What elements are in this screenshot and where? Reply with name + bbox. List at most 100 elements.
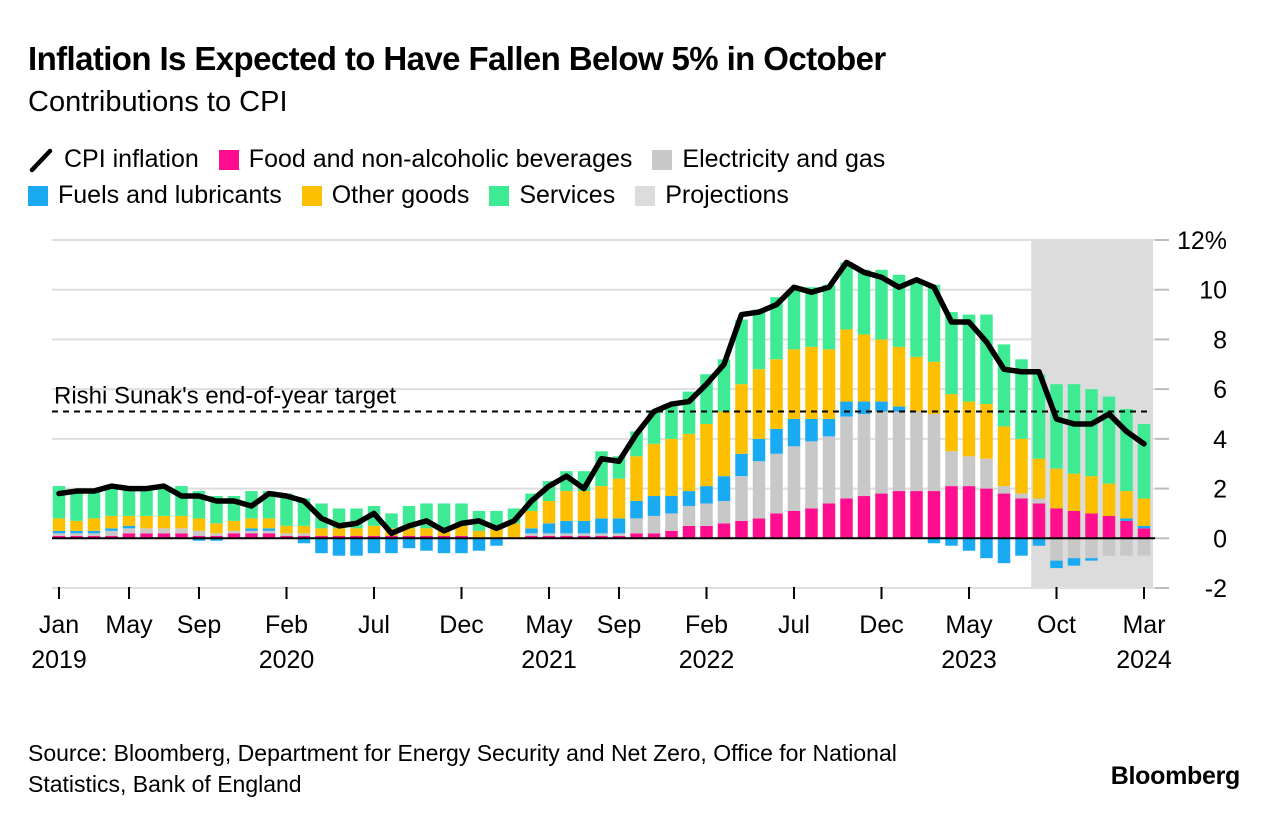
- legend-item-food: Food and non-alcoholic beverages: [218, 145, 632, 174]
- bar-segment: [210, 533, 223, 536]
- bar-segment: [1032, 498, 1046, 504]
- bar-segment: [140, 486, 153, 516]
- bar-segment: [682, 433, 696, 492]
- bar-segment: [1137, 538, 1151, 556]
- bar-segment: [455, 525, 468, 536]
- bar-segment: [805, 346, 818, 419]
- bar-segment: [297, 538, 311, 544]
- bar-segment: [612, 533, 626, 536]
- bar-segment: [70, 520, 83, 531]
- bar-segment: [525, 535, 538, 539]
- bar-segment: [787, 510, 801, 539]
- bar-segment: [87, 535, 101, 539]
- bar-segment: [420, 528, 433, 536]
- bar-segment: [437, 535, 451, 539]
- bar-segment: [1050, 538, 1063, 561]
- bar-segment: [682, 525, 696, 539]
- y-tick-label: 8: [1213, 326, 1227, 354]
- bar-segment: [840, 498, 853, 539]
- x-tick-month: Jan: [39, 611, 79, 639]
- bar-segment: [1067, 473, 1081, 511]
- bar-segment: [1085, 513, 1098, 539]
- bar-segment: [70, 533, 83, 536]
- bar-segment: [805, 418, 818, 442]
- x-tick-month: Feb: [685, 611, 728, 639]
- bar-segment: [630, 518, 643, 534]
- bar-segment: [717, 476, 731, 501]
- bar-segment: [822, 503, 836, 539]
- legend-swatch: [635, 185, 656, 206]
- bar-segment: [227, 533, 241, 539]
- bar-segment: [262, 518, 276, 529]
- x-tick-year: 2020: [259, 646, 315, 674]
- bar-segment: [350, 528, 363, 536]
- bar-segment: [945, 538, 958, 546]
- bar-segment: [945, 486, 958, 539]
- bar-segment: [402, 538, 416, 549]
- bar-segment: [752, 518, 766, 539]
- bar-segment: [1067, 538, 1081, 559]
- legend-label: Fuels and lubricants: [58, 181, 282, 209]
- bar-segment: [1137, 525, 1151, 529]
- bar-segment: [525, 528, 538, 534]
- bar-segment: [455, 538, 468, 554]
- bar-segment: [665, 530, 678, 539]
- bar-segment: [1032, 458, 1046, 499]
- bar-segment: [210, 538, 223, 541]
- bar-segment: [1137, 423, 1151, 499]
- legend-item-fuels: Fuels and lubricants: [28, 181, 282, 210]
- bar-segment: [787, 289, 801, 350]
- legend-item-other-goods: Other goods: [301, 181, 469, 210]
- bar-segment: [87, 533, 101, 536]
- bar-segment: [1050, 508, 1063, 539]
- bar-segment: [945, 451, 958, 487]
- y-tick-label: -2: [1205, 575, 1227, 603]
- bar-segment: [192, 535, 206, 539]
- bar-segment: [752, 309, 766, 370]
- bar-segment: [1120, 520, 1133, 539]
- bar-segment: [735, 476, 748, 521]
- bar-segment: [157, 515, 171, 529]
- bar-segment: [735, 520, 748, 539]
- bar-segment: [752, 369, 766, 439]
- bar-segment: [630, 501, 643, 519]
- bar-segment: [315, 528, 328, 536]
- bar-segment: [332, 535, 346, 539]
- bar-segment: [630, 533, 643, 539]
- bar-segment: [857, 414, 871, 497]
- bar-segment: [122, 525, 136, 529]
- x-tick-month: Mar: [1122, 611, 1165, 639]
- legend-swatch: [652, 149, 673, 170]
- bar-segment: [665, 513, 678, 531]
- bar-segment: [962, 456, 976, 487]
- bar-segment: [140, 515, 153, 529]
- bar-segment: [1067, 384, 1081, 474]
- bar-segment: [560, 491, 573, 521]
- bar-segment: [385, 538, 398, 554]
- y-tick-label: 4: [1213, 426, 1227, 454]
- bar-segment: [70, 491, 83, 521]
- bar-segment: [455, 535, 468, 539]
- bar-segment: [1050, 468, 1063, 509]
- bar-segment: [297, 525, 311, 534]
- bar-segment: [52, 533, 66, 536]
- bar-segment: [682, 505, 696, 526]
- legend-item-services: Services: [489, 181, 615, 210]
- bar-segment: [595, 518, 608, 534]
- bar-segment: [647, 533, 661, 539]
- bar-segment: [542, 523, 556, 534]
- bar-segment: [87, 488, 101, 519]
- bar-segment: [700, 503, 713, 526]
- bar-segment: [367, 525, 381, 536]
- bar-segment: [997, 493, 1011, 539]
- bar-segment: [962, 401, 976, 457]
- bar-segment: [682, 491, 696, 506]
- bar-segment: [122, 528, 136, 534]
- source-note: Source: Bloomberg, Department for Energy…: [28, 740, 897, 797]
- bar-segment: [1015, 359, 1028, 439]
- x-tick-month: Feb: [265, 611, 308, 639]
- bar-segment: [280, 535, 293, 539]
- bar-segment: [87, 530, 101, 534]
- bar-segment: [1102, 396, 1116, 484]
- bar-segment: [962, 486, 976, 539]
